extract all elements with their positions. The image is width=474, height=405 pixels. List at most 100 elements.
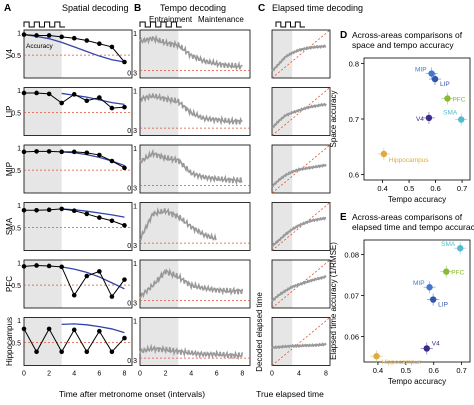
data-point-hippocampus	[84, 349, 90, 355]
data-point-hippocampus	[34, 349, 39, 355]
data-point-sma	[71, 208, 77, 214]
scatter-point-v4	[423, 345, 430, 352]
elapsed-trace-mip	[271, 163, 327, 188]
elapsed-trace-lip	[271, 102, 327, 129]
tempo-trace-v4	[139, 34, 243, 71]
x-tick-label: 0.7	[456, 366, 466, 375]
data-point-v4	[59, 34, 64, 40]
scatter-point-v4	[425, 114, 433, 122]
tempo-trace-hippocampus	[139, 343, 244, 361]
data-point-lip	[46, 91, 52, 97]
row-lip: LIP 1 0.5 1 0.3	[5, 87, 331, 136]
scatter-label-lip: LIP	[438, 302, 448, 309]
scatter-label-sma: SMA	[443, 110, 458, 117]
axes-frame-c	[271, 87, 331, 136]
row-mip: MIP 1 0.5 1 0.3	[5, 144, 331, 194]
data-point-pfc	[59, 264, 64, 270]
x-tick-label: 0.7	[457, 184, 467, 193]
entrainment-shade-b	[140, 145, 179, 193]
y-tick-label-a: 0.5	[11, 168, 21, 175]
data-point-mip	[21, 149, 27, 155]
row-label-mip: MIP	[5, 162, 14, 176]
scatter-point-lip	[429, 296, 437, 303]
fit-line-sma	[61, 208, 125, 218]
data-point-mip	[46, 149, 52, 154]
row-label-sma: SMA	[5, 217, 14, 235]
data-point-sma	[59, 206, 64, 212]
y-tick-label: 0.06	[344, 333, 359, 342]
scatter-point-pfc	[443, 268, 450, 275]
data-point-hippocampus	[21, 326, 27, 332]
data-point-hippocampus	[71, 327, 77, 333]
panel-b-maintenance: Maintenance	[198, 15, 244, 24]
x-tick-label-c: 4	[297, 371, 301, 378]
x-tick-label: 0.5	[401, 366, 411, 375]
row-pfc: PFC 1 0.5 1 0.3	[5, 259, 331, 309]
entrainment-shade-c	[272, 87, 293, 136]
y-tick-label-b: 0.3	[127, 185, 137, 192]
scatter-space-vs-tempo: 0.4 0.5 0.6 0.7 0.6 0.7 0.8 Tempo accuracy Space…	[329, 57, 471, 204]
axes-frame-b	[139, 144, 251, 194]
data-point-pfc	[46, 263, 52, 269]
y-tick-label-a: 0.5	[11, 53, 21, 60]
identity-line-c	[271, 29, 331, 79]
scatter-xlabel: Tempo accuracy	[388, 195, 446, 204]
data-point-mip	[109, 158, 115, 164]
y-tick-label-a: 1	[17, 145, 21, 152]
y-tick-label-b: 0.3	[127, 300, 137, 307]
entrainment-shade-a	[24, 317, 62, 366]
x-tick-label: 0.6	[429, 366, 439, 375]
y-tick-label: 0.6	[349, 170, 359, 179]
axes-frame-b	[139, 87, 251, 136]
axes-frame-c	[271, 202, 331, 251]
scatter-point-pfc	[444, 95, 451, 102]
x-tick-label: 0.5	[404, 184, 414, 193]
scatter-label-pfc: PFC	[452, 96, 465, 103]
x-tick-label-b: 6	[215, 371, 219, 378]
panel-e-letter: E	[340, 212, 347, 223]
scatter-label-lip: LIP	[440, 81, 450, 88]
y-tick-label-b: 1	[133, 203, 137, 210]
scatter-label-hippocampus: Hippocampus	[382, 359, 422, 366]
row-label-hippocampus: Hippocampus	[5, 317, 14, 366]
scatter-label-mip: MIP	[415, 67, 427, 74]
tempo-trace-lip	[139, 92, 243, 126]
y-tick-label-a: 1	[17, 203, 21, 210]
y-tick-label-a: 1	[17, 88, 21, 95]
data-point-hippocampus	[97, 328, 102, 334]
entrainment-shade-c	[272, 145, 293, 193]
row-v4: V4 1 0.5 Accuracy 1 0.3	[5, 29, 331, 79]
entrainment-shade-a	[24, 145, 62, 193]
fit-line-hippocampus	[61, 323, 125, 334]
scatter-label-sma: SMA	[441, 241, 456, 248]
panel-d-title-line2: space and tempo accuracy	[352, 40, 454, 50]
data-point-lip	[84, 98, 90, 104]
y-tick-label-b: 1	[133, 146, 137, 153]
y-tick-label-b: 1	[133, 31, 137, 38]
scatter-point-hippocampus	[373, 353, 380, 360]
entrainment-shade-a	[24, 260, 62, 308]
axes-frame-a	[23, 202, 133, 251]
panel-d-title-line1: Across-areas comparisons of	[352, 30, 463, 40]
y-tick-label-a: 0.5	[11, 226, 21, 233]
data-point-pfc	[97, 269, 102, 274]
data-point-mip	[71, 149, 77, 155]
data-point-mip	[59, 149, 64, 155]
x-tick-label-a: 8	[123, 371, 127, 378]
data-point-pfc	[84, 273, 90, 279]
panel-a-xlabel: Time after metronome onset (intervals)	[59, 389, 205, 399]
panel-d-letter: D	[340, 30, 347, 41]
scatter-label-v4: V4	[416, 116, 424, 123]
data-point-v4	[21, 32, 27, 37]
axes-frame-b	[139, 317, 251, 366]
x-tick-label-c: 0	[270, 371, 274, 378]
entrainment-shade-c	[272, 317, 293, 366]
data-point-pfc	[21, 264, 27, 269]
panel-e-title-line1: Across-areas comparisons of	[352, 212, 463, 222]
scatter-point-mip	[426, 284, 433, 291]
scatter-label-mip: MIP	[413, 280, 425, 287]
panel-b-entrainment: Entrainment	[149, 15, 193, 24]
data-point-hippocampus	[59, 349, 64, 355]
scatter-label-v4: V4	[432, 340, 440, 347]
